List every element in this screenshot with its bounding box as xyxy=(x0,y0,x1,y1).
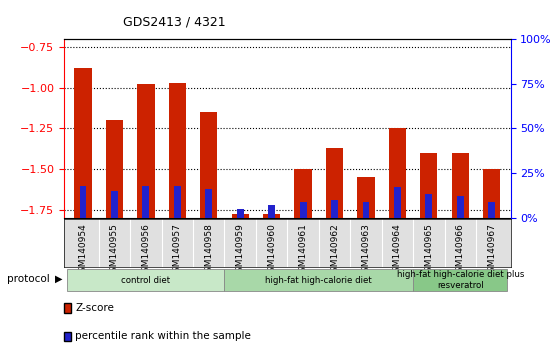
Bar xyxy=(425,194,432,218)
Bar xyxy=(451,153,469,218)
Text: GSM140958: GSM140958 xyxy=(204,223,213,278)
Text: GSM140963: GSM140963 xyxy=(362,223,371,278)
Text: GSM140960: GSM140960 xyxy=(267,223,276,278)
Bar xyxy=(300,202,306,218)
Bar xyxy=(394,187,401,218)
Text: high-fat high-calorie diet plus
resveratrol: high-fat high-calorie diet plus resverat… xyxy=(397,270,524,290)
Text: GSM140967: GSM140967 xyxy=(487,223,496,278)
Bar xyxy=(74,68,92,218)
Bar xyxy=(80,185,86,218)
Bar xyxy=(111,191,118,218)
Bar xyxy=(326,148,343,218)
Bar xyxy=(457,196,464,218)
Bar xyxy=(268,205,275,218)
Text: GSM140966: GSM140966 xyxy=(456,223,465,278)
Bar xyxy=(169,83,186,218)
Text: GDS2413 / 4321: GDS2413 / 4321 xyxy=(123,16,225,29)
Text: GSM140965: GSM140965 xyxy=(424,223,434,278)
Text: GSM140954: GSM140954 xyxy=(79,223,88,278)
Text: GSM140955: GSM140955 xyxy=(110,223,119,278)
Text: percentile rank within the sample: percentile rank within the sample xyxy=(75,331,251,341)
Bar xyxy=(420,153,437,218)
Bar xyxy=(488,202,495,218)
Bar xyxy=(205,189,212,218)
Bar xyxy=(137,85,155,218)
Bar xyxy=(142,185,150,218)
Bar xyxy=(200,112,218,218)
FancyBboxPatch shape xyxy=(224,269,413,291)
Text: Z-score: Z-score xyxy=(75,303,114,313)
Bar xyxy=(232,215,249,218)
Text: GSM140964: GSM140964 xyxy=(393,223,402,278)
Bar xyxy=(389,128,406,218)
FancyBboxPatch shape xyxy=(68,269,224,291)
Text: GSM140959: GSM140959 xyxy=(235,223,245,278)
Bar xyxy=(483,169,501,218)
Text: protocol: protocol xyxy=(7,274,50,284)
Text: ▶: ▶ xyxy=(55,274,62,284)
Text: GSM140957: GSM140957 xyxy=(173,223,182,278)
Bar xyxy=(237,209,244,218)
Text: GSM140962: GSM140962 xyxy=(330,223,339,278)
Text: GSM140956: GSM140956 xyxy=(141,223,151,278)
Text: control diet: control diet xyxy=(121,275,170,285)
Bar xyxy=(106,120,123,218)
Text: high-fat high-calorie diet: high-fat high-calorie diet xyxy=(266,275,372,285)
Bar xyxy=(357,177,374,218)
Bar xyxy=(295,169,312,218)
Bar xyxy=(363,202,369,218)
Bar xyxy=(331,200,338,218)
Bar xyxy=(263,215,280,218)
Text: GSM140961: GSM140961 xyxy=(299,223,307,278)
Bar xyxy=(174,185,181,218)
FancyBboxPatch shape xyxy=(413,269,507,291)
